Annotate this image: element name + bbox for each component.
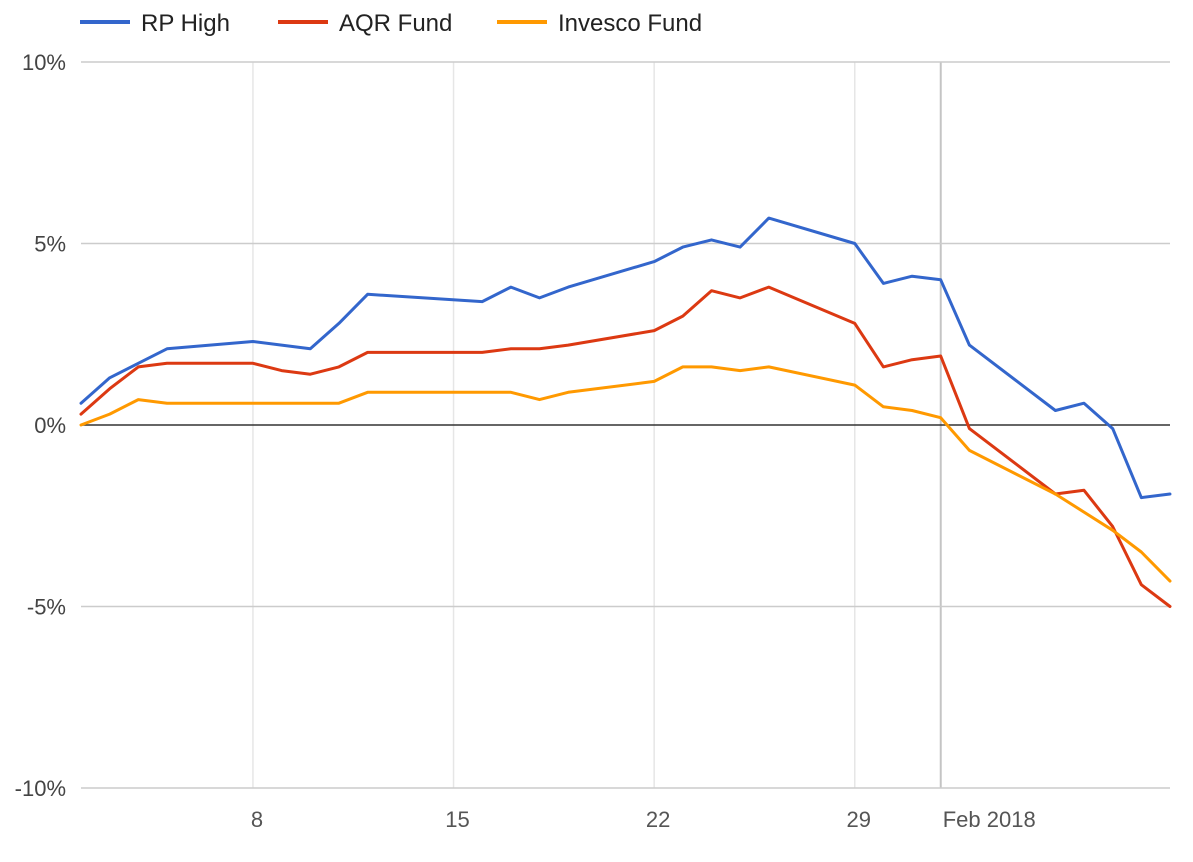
x-tick-label: Feb 2018 — [943, 807, 1036, 832]
x-tick-label: 15 — [445, 807, 469, 832]
series-line-aqr-fund — [79, 285, 1172, 608]
y-tick-label: 5% — [34, 232, 66, 257]
series-line-rp-high — [79, 216, 1172, 500]
x-tick-label: 22 — [646, 807, 670, 832]
legend-label-invesco-fund: Invesco Fund — [558, 10, 702, 37]
x-tick-label: 8 — [251, 807, 263, 832]
legend-label-rp-high: RP High — [141, 10, 230, 37]
y-tick-label: 10% — [22, 50, 66, 75]
y-tick-label: -5% — [27, 595, 66, 620]
legend-label-aqr-fund: AQR Fund — [339, 10, 452, 37]
series-line-invesco-fund — [79, 365, 1172, 583]
y-tick-label: -10% — [15, 776, 66, 801]
y-tick-label: 0% — [34, 413, 66, 438]
x-tick-label: 29 — [847, 807, 871, 832]
